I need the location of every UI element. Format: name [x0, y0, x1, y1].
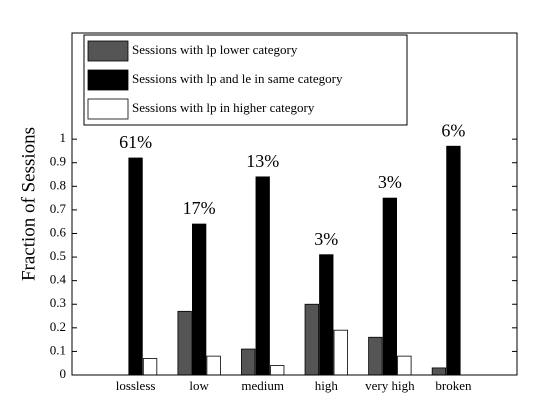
y-tick-label: 0.8	[50, 177, 66, 192]
x-tick-label: medium	[241, 378, 284, 393]
bar	[319, 254, 334, 376]
y-tick-label: 0.4	[50, 272, 67, 287]
bar	[368, 336, 383, 376]
y-tick-label: 0.3	[50, 295, 66, 310]
bar	[177, 310, 192, 376]
legend-box	[83, 34, 408, 126]
bar	[333, 329, 348, 376]
x-tick-label: low	[189, 378, 209, 393]
bar	[382, 197, 398, 376]
y-tick-label: 0.2	[50, 319, 66, 334]
y-tick-label: 0.9	[50, 154, 66, 169]
y-tick-label: 0.5	[50, 248, 66, 263]
annotation: 17%	[183, 198, 216, 218]
legend-swatch	[87, 98, 129, 120]
y-tick-label: 0.1	[50, 342, 66, 357]
legend-swatch	[87, 69, 129, 91]
bar	[446, 145, 461, 376]
bar	[142, 358, 158, 376]
y-tick-label: 1	[60, 130, 67, 145]
bar	[191, 223, 207, 376]
plot-frame	[71, 32, 518, 376]
x-tick-label: high	[315, 378, 339, 393]
x-tick-label: lossless	[116, 378, 156, 393]
legend-label: Sessions with lp in higher category	[132, 100, 315, 115]
bar	[206, 355, 221, 376]
x-tick-label: broken	[435, 378, 472, 393]
annotation: 3%	[314, 229, 338, 249]
bar	[397, 355, 412, 376]
bar	[128, 157, 143, 376]
y-tick-label: 0	[60, 366, 67, 381]
y-axis-label: Fraction of Sessions	[18, 127, 39, 281]
x-tick-label: very high	[365, 378, 415, 393]
bar	[241, 348, 256, 376]
bar	[431, 367, 447, 376]
annotation: 6%	[441, 120, 465, 140]
bar	[255, 176, 270, 376]
annotation: 3%	[378, 172, 402, 192]
legend-label: Sessions with lp lower category	[132, 42, 298, 57]
y-tick-label: 0.6	[50, 224, 67, 239]
bar	[304, 303, 319, 376]
y-tick-label: 0.7	[50, 201, 67, 216]
legend-swatch	[87, 40, 129, 62]
annotation: 61%	[119, 132, 152, 152]
legend-label: Sessions with lp and le in same category	[132, 71, 343, 86]
annotation: 13%	[246, 151, 279, 171]
bar	[270, 365, 285, 376]
